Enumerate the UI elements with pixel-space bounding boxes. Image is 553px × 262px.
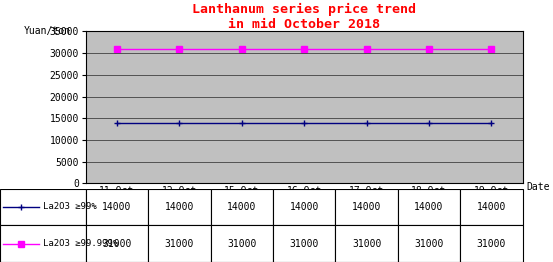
Bar — [273, 189, 335, 225]
Bar — [398, 189, 460, 225]
Text: 31000: 31000 — [102, 239, 132, 249]
Bar — [86, 189, 148, 225]
Text: 31000: 31000 — [227, 239, 257, 249]
Bar — [273, 225, 335, 262]
Bar — [148, 189, 211, 225]
Text: 31000: 31000 — [165, 239, 194, 249]
Text: 31000: 31000 — [414, 239, 444, 249]
Bar — [211, 189, 273, 225]
Text: La2O3 ≥99%: La2O3 ≥99% — [43, 203, 97, 211]
Bar — [460, 189, 523, 225]
Text: 14000: 14000 — [289, 202, 319, 212]
Text: Yuan/ton: Yuan/ton — [24, 26, 70, 36]
Bar — [0, 225, 86, 262]
Text: 14000: 14000 — [102, 202, 132, 212]
Text: Lanthanum series price trend
in mid October 2018: Lanthanum series price trend in mid Octo… — [192, 3, 416, 31]
Bar — [398, 225, 460, 262]
Bar — [148, 225, 211, 262]
Bar — [86, 225, 148, 262]
Bar — [0, 189, 86, 225]
Text: Date: Date — [526, 182, 550, 192]
Bar — [335, 189, 398, 225]
Bar — [460, 225, 523, 262]
Text: 31000: 31000 — [352, 239, 381, 249]
Text: La2O3 ≥99.999%: La2O3 ≥99.999% — [43, 239, 118, 248]
Text: 14000: 14000 — [477, 202, 506, 212]
Bar — [335, 225, 398, 262]
Text: 14000: 14000 — [414, 202, 444, 212]
Text: 31000: 31000 — [289, 239, 319, 249]
Text: 14000: 14000 — [165, 202, 194, 212]
Text: 14000: 14000 — [227, 202, 257, 212]
Text: 14000: 14000 — [352, 202, 381, 212]
Text: 31000: 31000 — [477, 239, 506, 249]
Bar — [211, 225, 273, 262]
